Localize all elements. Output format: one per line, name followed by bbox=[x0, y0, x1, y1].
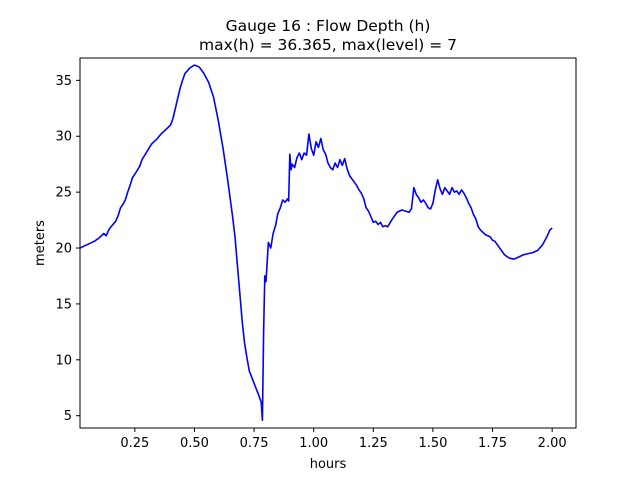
x-axis-label: hours bbox=[310, 457, 347, 472]
y-tick-label: 25 bbox=[55, 186, 72, 201]
y-tick-label: 30 bbox=[55, 130, 72, 145]
x-tick-label: 0.25 bbox=[120, 436, 149, 451]
y-axis-label: meters bbox=[33, 220, 48, 266]
chart-title: Gauge 16 : Flow Depth (h) bbox=[226, 17, 431, 35]
x-tick-label: 1.75 bbox=[478, 436, 507, 451]
x-tick-label: 0.75 bbox=[240, 436, 269, 451]
y-tick-label: 5 bbox=[64, 409, 72, 424]
x-axis-ticks: 0.25 0.50 0.75 1.00 1.25 1.50 1.75 2.00 bbox=[120, 428, 567, 451]
y-tick-label: 15 bbox=[55, 297, 72, 312]
y-axis-ticks: 5 10 15 20 25 30 35 bbox=[55, 74, 80, 424]
x-tick-label: 0.50 bbox=[180, 436, 209, 451]
chart-subtitle: max(h) = 36.365, max(level) = 7 bbox=[199, 36, 457, 54]
plot-frame bbox=[79, 57, 577, 429]
plot-line-layer bbox=[79, 64, 553, 421]
y-tick-label: 10 bbox=[55, 353, 72, 368]
y-tick-label: 35 bbox=[55, 74, 72, 89]
y-tick-label: 20 bbox=[55, 242, 72, 257]
x-tick-label: 1.00 bbox=[299, 436, 328, 451]
x-tick-label: 1.50 bbox=[418, 436, 447, 451]
x-tick-label: 2.00 bbox=[538, 436, 567, 451]
series-line bbox=[79, 64, 553, 421]
x-tick-label: 1.25 bbox=[359, 436, 388, 451]
